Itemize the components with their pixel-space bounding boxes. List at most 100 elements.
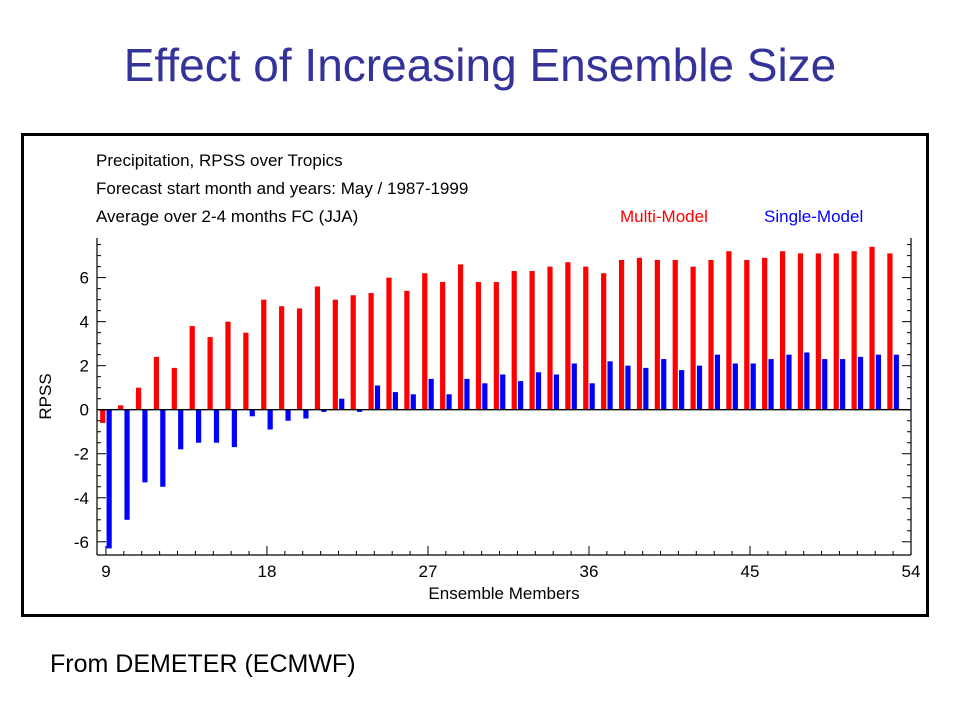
single-model-bar: [750, 363, 756, 410]
multi-model-bar: [869, 246, 875, 410]
multi-model-bar: [118, 405, 124, 410]
y-tick-label: 6: [80, 269, 89, 288]
multi-model-bar: [314, 286, 321, 410]
multi-model-bar: [171, 367, 177, 410]
x-tick-label: 27: [419, 562, 438, 581]
multi-model-bar: [189, 326, 195, 410]
multi-model-bar: [475, 282, 482, 410]
multi-model-bar: [672, 260, 678, 410]
annotation-line: Forecast start month and years: May / 19…: [96, 179, 468, 198]
x-axis-label: Ensemble Members: [428, 584, 579, 603]
multi-model-bar: [887, 253, 893, 410]
multi-model-bar: [368, 293, 374, 410]
multi-model-bar: [135, 387, 142, 410]
single-model-bar: [661, 359, 667, 410]
multi-model-bar: [332, 299, 338, 410]
multi-model-bar: [100, 409, 106, 423]
multi-model-bar: [618, 260, 625, 410]
x-tick-label: 54: [902, 562, 921, 581]
multi-model-bar: [708, 260, 714, 410]
multi-model-bar: [654, 260, 660, 410]
multi-model-bar: [726, 251, 732, 410]
single-model-bar: [428, 378, 434, 410]
bars-group: [100, 246, 899, 549]
multi-model-bar: [636, 257, 643, 410]
text-group: -6 -4 -2 0 2 4 6 9 18 27 36 45 54 Ensemble Members RPS…: [36, 151, 920, 603]
multi-model-bar: [851, 251, 857, 410]
single-model-bar: [339, 398, 345, 410]
x-tick-label: 36: [580, 562, 599, 581]
single-model-bar: [392, 392, 398, 410]
y-tick-label: 4: [80, 313, 89, 332]
x-tick-label: 45: [741, 562, 760, 581]
single-model-bar: [196, 409, 202, 443]
multi-model-bar: [404, 290, 410, 410]
single-model-bar: [464, 378, 470, 410]
y-tick-label: 0: [80, 401, 89, 420]
single-model-bar: [518, 381, 524, 410]
single-model-bar: [267, 409, 273, 430]
single-model-bar: [142, 409, 148, 483]
y-tick-label: 2: [80, 357, 89, 376]
single-model-bar: [124, 409, 130, 520]
single-model-bar: [893, 354, 899, 410]
single-model-bar: [732, 363, 738, 410]
single-model-bar: [804, 352, 810, 410]
single-model-bar: [106, 409, 112, 549]
single-model-bar: [714, 354, 721, 410]
multi-model-bar: [565, 262, 571, 410]
source-note: From DEMETER (ECMWF): [50, 650, 356, 678]
single-model-bar: [857, 356, 864, 410]
multi-model-bar: [779, 251, 786, 410]
single-model-bar: [213, 409, 220, 443]
legend-multi-model: Multi-Model: [620, 207, 708, 226]
multi-model-bar: [529, 271, 535, 410]
multi-model-bar: [296, 308, 303, 410]
single-model-bar: [357, 409, 363, 412]
multi-model-bar: [690, 266, 696, 410]
single-model-bar: [875, 354, 882, 410]
multi-model-bar: [511, 271, 517, 410]
x-tick-label: 9: [101, 562, 110, 581]
single-model-bar: [696, 365, 703, 410]
multi-model-bar: [350, 295, 356, 410]
multi-model-bar: [261, 299, 267, 410]
multi-model-bar: [207, 337, 213, 410]
single-model-bar: [249, 409, 255, 417]
y-tick-label: -6: [74, 533, 89, 552]
single-model-bar: [786, 354, 792, 410]
single-model-bar: [303, 409, 309, 419]
y-tick-label: -4: [74, 489, 89, 508]
single-model-bar: [553, 374, 559, 410]
y-axis-label: RPSS: [36, 373, 55, 419]
single-model-bar: [535, 372, 542, 410]
multi-model-bar: [762, 257, 768, 410]
single-model-bar: [625, 365, 631, 410]
multi-model-bar: [493, 282, 499, 410]
single-model-bar: [160, 409, 166, 487]
multi-model-bar: [833, 253, 839, 410]
single-model-bar: [822, 359, 828, 410]
single-model-bar: [679, 370, 685, 410]
y-tick-label: -2: [74, 445, 89, 464]
single-model-bar: [768, 359, 774, 410]
multi-model-bar: [386, 277, 392, 410]
multi-model-bar: [225, 321, 231, 410]
annotation-line: Average over 2-4 months FC (JJA): [96, 207, 358, 226]
single-model-bar: [607, 361, 613, 410]
single-model-bar: [571, 363, 577, 410]
single-model-bar: [231, 409, 237, 448]
multi-model-bar: [547, 266, 553, 410]
multi-model-bar: [797, 253, 804, 410]
annotation-line: Precipitation, RPSS over Tropics: [96, 151, 343, 170]
multi-model-bar: [744, 260, 750, 410]
multi-model-bar: [422, 273, 428, 410]
multi-model-bar: [583, 266, 589, 410]
multi-model-bar: [279, 306, 285, 410]
multi-model-bar: [815, 253, 821, 410]
multi-model-bar: [457, 264, 464, 410]
multi-model-bar: [440, 282, 446, 410]
single-model-bar: [840, 359, 846, 410]
x-tick-label: 18: [257, 562, 276, 581]
axes-group: [96, 238, 912, 556]
